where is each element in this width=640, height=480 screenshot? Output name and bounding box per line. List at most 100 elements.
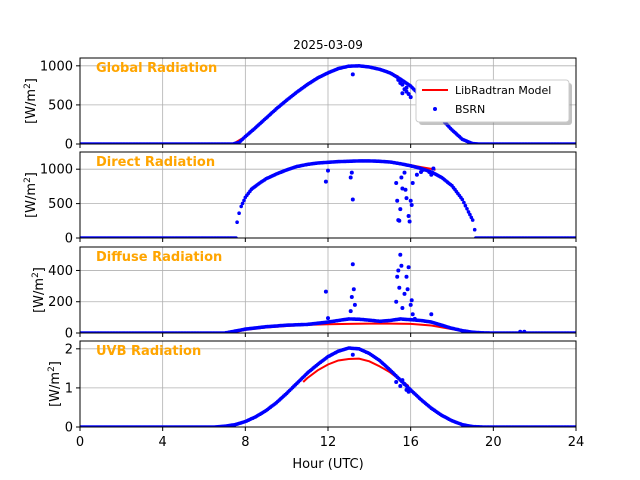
y-axis-label: [W/m2] <box>23 78 39 124</box>
bsrn-outlier-point <box>350 72 355 77</box>
bsrn-outlier-point <box>398 207 403 212</box>
y-tick-label: 0 <box>65 232 73 247</box>
panel-label: Direct Radiation <box>96 155 215 170</box>
bsrn-outlier-point <box>352 302 357 307</box>
bsrn-outlier-point <box>349 295 354 299</box>
panel-2: 0 200 400 Diffuse Radiation [W/m2] <box>31 246 577 342</box>
x-tick-label: 24 <box>568 435 585 450</box>
bsrn-outlier-point <box>405 287 410 292</box>
bsrn-outlier-point <box>399 263 404 268</box>
legend-entry-label: BSRN <box>455 103 485 116</box>
bsrn-outlier-point <box>397 218 402 223</box>
bsrn-point <box>235 220 239 224</box>
y-axis-label: [W/m2] <box>47 361 63 407</box>
bsrn-outlier-point <box>403 187 408 192</box>
panel-1: 0 500 1000 Direct Radiation [W/m2] <box>23 151 577 247</box>
y-tick-label: 200 <box>48 295 73 310</box>
bsrn-outlier-point <box>398 252 403 257</box>
x-tick-label: 8 <box>241 435 249 450</box>
bsrn-outlier-point <box>412 316 417 321</box>
legend-box <box>415 79 570 123</box>
bsrn-outlier-point <box>407 219 412 224</box>
bsrn-outlier-point <box>348 175 353 180</box>
bsrn-outlier-point <box>431 166 436 171</box>
bsrn-outlier-point <box>394 181 399 185</box>
y-axis-label: [W/m2] <box>23 172 39 218</box>
bsrn-outlier-point <box>406 265 411 270</box>
bsrn-point <box>466 210 471 214</box>
bsrn-outlier-point <box>406 214 411 218</box>
bsrn-point <box>472 227 477 232</box>
chart-title: 2025-03-09 <box>293 38 363 52</box>
bsrn-outlier-point <box>406 389 411 394</box>
bsrn-outlier-point <box>406 92 411 96</box>
y-tick-label: 0 <box>65 327 73 342</box>
bsrn-point <box>240 201 245 206</box>
bsrn-outlier-point <box>400 82 405 87</box>
bsrn-outlier-point <box>408 198 413 203</box>
bsrn-outlier-point <box>395 198 400 203</box>
bsrn-point <box>460 197 465 202</box>
x-tick-label: 20 <box>485 435 502 450</box>
panel-label: Diffuse Radiation <box>96 250 222 265</box>
bsrn-outlier-point <box>323 289 328 294</box>
bsrn-point <box>465 207 469 211</box>
bsrn-outlier-point <box>429 172 434 177</box>
bsrn-point <box>239 204 243 209</box>
bsrn-outlier-point <box>408 95 413 100</box>
bsrn-outlier-point <box>518 329 523 333</box>
bsrn-point <box>469 215 474 220</box>
bsrn-outlier-point <box>400 306 405 310</box>
bsrn-outlier-point <box>397 285 402 290</box>
bsrn-point <box>242 198 246 203</box>
bsrn-outlier-point <box>409 298 414 303</box>
y-axis-label: [W/m2] <box>31 267 47 313</box>
bsrn-outlier-point <box>394 299 399 304</box>
bsrn-outlier-point <box>350 352 355 357</box>
x-axis-label: Hour (UTC) <box>292 457 363 472</box>
x-tick-label: 0 <box>76 435 84 450</box>
bsrn-outlier-point <box>404 196 409 201</box>
y-tick-label: 2 <box>65 342 73 357</box>
bsrn-outlier-point <box>323 179 328 184</box>
bsrn-outlier-point <box>409 203 414 207</box>
y-tick-label: 1 <box>65 381 73 396</box>
bsrn-outlier-point <box>408 302 413 307</box>
bsrn-outlier-point <box>350 197 355 202</box>
legend: LibRadtran Model BSRN <box>415 79 572 125</box>
bsrn-outlier-point <box>404 274 409 279</box>
bsrn-outlier-point <box>400 378 405 383</box>
bsrn-outlier-point <box>400 186 405 191</box>
bsrn-outlier-point <box>326 168 330 173</box>
bsrn-outlier-point <box>404 85 409 90</box>
bsrn-outlier-point <box>394 380 399 384</box>
bsrn-outlier-point <box>402 291 407 296</box>
bsrn-outlier-point <box>349 170 354 175</box>
bsrn-outlier-point <box>421 167 426 172</box>
legend-entry-label: LibRadtran Model <box>455 84 551 97</box>
bsrn-outlier-point <box>410 181 415 185</box>
y-tick-label: 500 <box>48 98 73 113</box>
y-tick-label: 1000 <box>40 59 73 74</box>
bsrn-point <box>462 200 466 205</box>
panel-label: UVB Radiation <box>96 344 201 359</box>
bsrn-outlier-point <box>402 170 407 175</box>
bsrn-outlier-point <box>395 274 400 279</box>
bsrn-outlier-point <box>396 77 401 82</box>
bsrn-outlier-point <box>348 309 353 314</box>
bsrn-outlier-point <box>351 287 356 292</box>
bsrn-point <box>237 211 241 215</box>
y-tick-label: 400 <box>48 264 73 279</box>
bsrn-point <box>463 203 468 208</box>
bsrn-outlier-point <box>350 262 355 267</box>
bsrn-outlier-point <box>522 329 527 333</box>
x-tick-label: 16 <box>402 435 419 450</box>
panel-label: Global Radiation <box>96 61 217 76</box>
y-tick-label: 0 <box>65 138 73 153</box>
x-tick-label: 4 <box>159 435 167 450</box>
legend-dot-swatch <box>433 107 437 111</box>
bsrn-outlier-point <box>414 172 419 177</box>
bsrn-outlier-point <box>429 312 434 317</box>
y-tick-label: 500 <box>48 197 73 212</box>
